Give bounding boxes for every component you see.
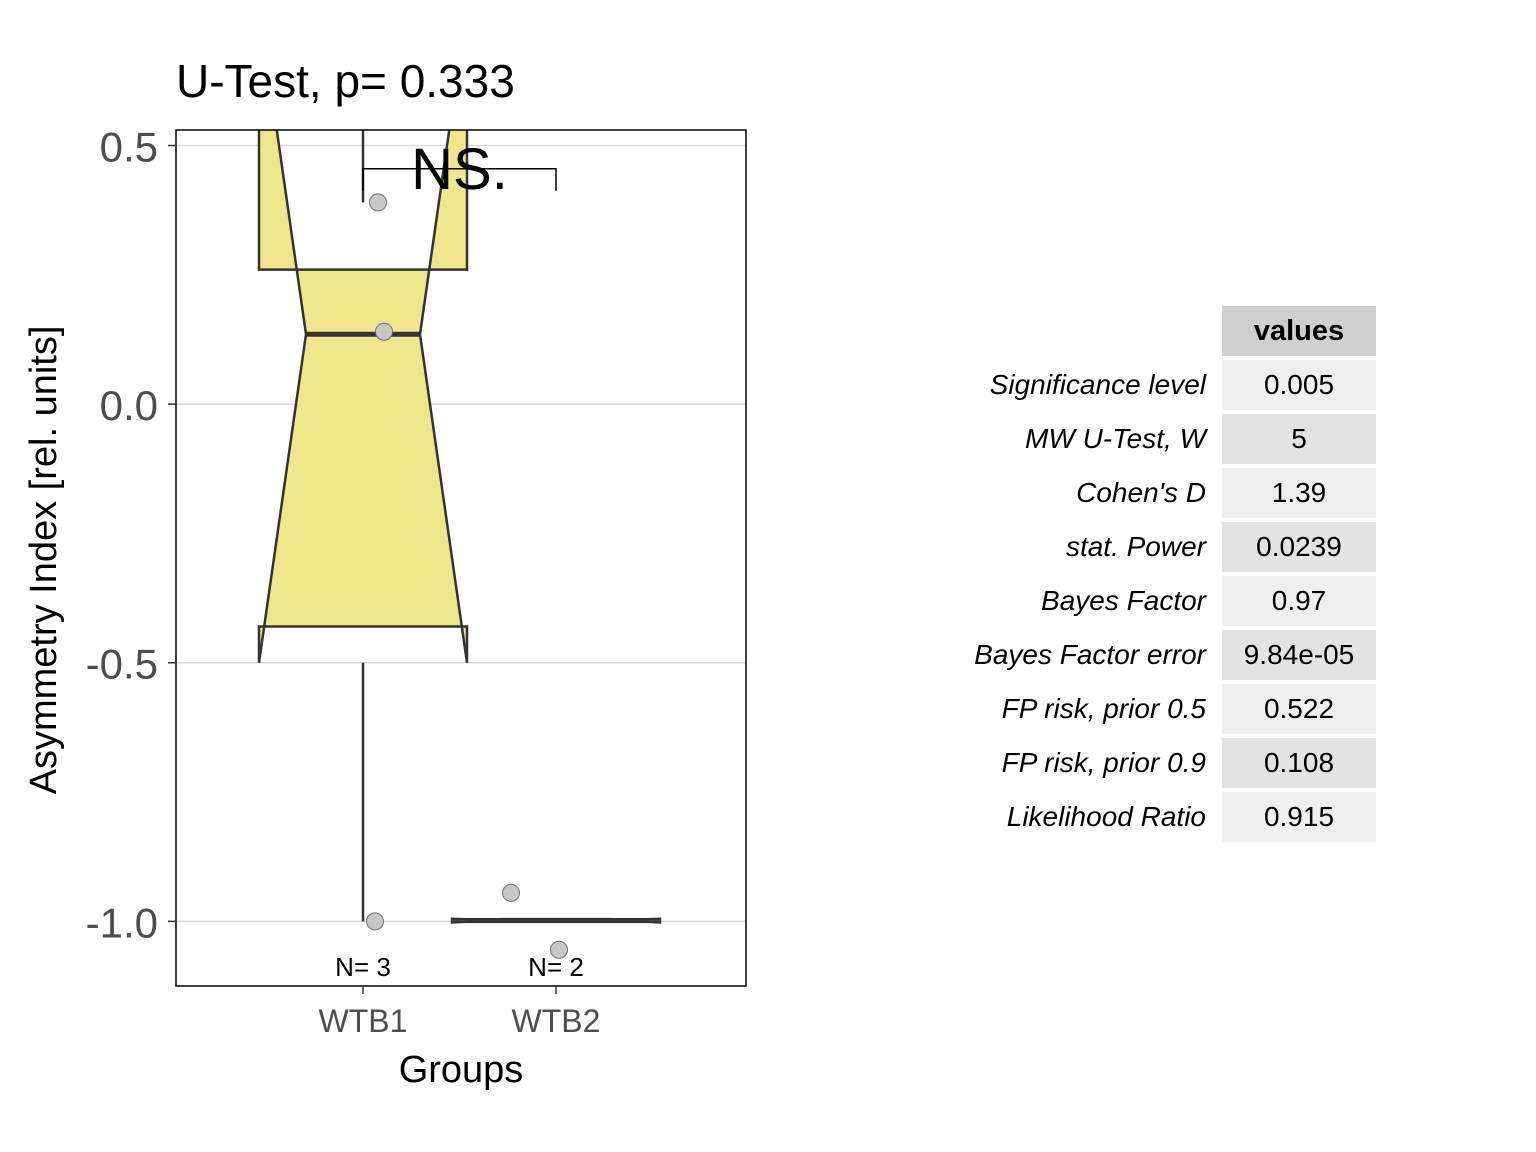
chart-area: U-Test, p= 0.333 N= 3 N= 2 NS. 0.50.0-0.5… [23,55,747,1091]
table-row-label: FP risk, prior 0.9 [930,738,1222,792]
table-row-value: 0.522 [1222,684,1376,738]
box-wtb2 [450,917,662,924]
table-row-value: 0.0239 [1222,522,1376,576]
x-axis-ticks: WTB1 WTB2 [319,986,601,1039]
x-axis-label: Groups [399,1049,524,1091]
table-row: FP risk, prior 0.5 0.522 [930,684,1376,738]
table-row-label: stat. Power [930,522,1222,576]
table-row-value: 0.97 [1222,576,1376,630]
table-header-values: values [1222,306,1376,360]
table-row-value: 0.005 [1222,360,1376,414]
table-row-label: FP risk, prior 0.5 [930,684,1222,738]
table-row-label: MW U-Test, W [930,414,1222,468]
significance-label: NS. [411,137,508,202]
plot-panel-border [175,129,747,987]
table-row-value: 0.915 [1222,792,1376,846]
table-row-label: Cohen's D [930,468,1222,522]
y-axis-ticks: 0.5 0.0 -0.5 -1.0 [86,124,176,946]
chart-title: U-Test, p= 0.333 [176,55,515,107]
table-row: Bayes Factor error 9.84e-05 [930,630,1376,684]
table-row: Likelihood Ratio 0.915 [930,792,1376,846]
data-point [502,883,520,902]
x-tick-label: WTB2 [512,1003,601,1039]
data-point [375,322,393,341]
table-row-value: 0.108 [1222,738,1376,792]
notched-box [257,130,469,663]
data-point [550,940,568,959]
table-row: Significance level 0.005 [930,360,1376,414]
n-count-label: N= 3 [335,952,391,982]
table-row: stat. Power 0.0239 [930,522,1376,576]
table-row: Bayes Factor 0.97 [930,576,1376,630]
y-tick-label: 0.5 [100,124,158,171]
data-point [366,912,384,931]
x-tick-label: WTB1 [319,1003,408,1039]
data-points [366,193,568,959]
table-row-label: Bayes Factor [930,576,1222,630]
table-row-value: 1.39 [1222,468,1376,522]
table-row-label: Significance level [930,360,1222,414]
y-tick-label: 0.0 [100,382,158,429]
table-row-value: 9.84e-05 [1222,630,1376,684]
y-tick-label: -1.0 [86,899,158,946]
y-axis-label: Asymmetry Index [rel. units] [23,326,65,795]
significance-bracket: NS. [362,137,557,202]
table-row-value: 5 [1222,414,1376,468]
table-row: FP risk, prior 0.9 0.108 [930,738,1376,792]
y-tick-label: -0.5 [86,641,158,688]
statistics-table: values Significance level 0.005 MW U-Test,… [930,306,1376,846]
significance-bracket-line [362,168,557,191]
table-row-label: Bayes Factor error [930,630,1222,684]
table-row: Cohen's D 1.39 [930,468,1376,522]
data-point [369,193,387,212]
table-corner [930,306,1222,360]
table-row-label: Likelihood Ratio [930,792,1222,846]
